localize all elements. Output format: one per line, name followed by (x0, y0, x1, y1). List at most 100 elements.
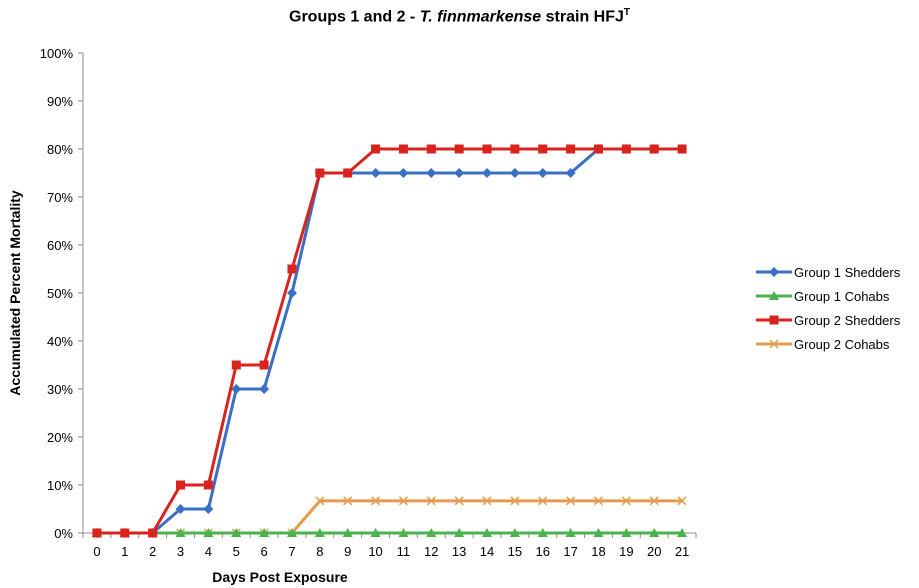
data-point-group-1-shedders (370, 168, 381, 178)
data-point-group-2-cohabs (593, 496, 604, 506)
data-point-group-2-cohabs (343, 496, 353, 506)
x-marker-stroke (454, 496, 464, 506)
x-tick-label: 19 (619, 544, 633, 559)
data-point-group-1-cohabs (203, 528, 214, 537)
x-tick-label: 17 (563, 544, 577, 559)
x-tick-label: 1 (121, 544, 128, 559)
data-point-group-1-cohabs (370, 528, 381, 537)
y-tick-label: 70% (47, 190, 73, 205)
legend-item-group-1-cohabs: Group 1 Cohabs (756, 289, 890, 304)
x-tick-label: 21 (675, 544, 689, 559)
data-point-group-1-shedders (482, 168, 493, 178)
legend: Group 1 Shedders Group 1 Cohabs Group 2 Sh… (756, 265, 901, 352)
data-point-group-1-cohabs (342, 528, 353, 537)
data-point-group-1-cohabs (593, 528, 604, 537)
data-point-group-2-shedders (315, 168, 325, 178)
data-point-group-1-shedders (426, 168, 437, 178)
legend-item-group-2-shedders: Group 2 Shedders (756, 313, 901, 328)
data-point-group-2-cohabs (482, 496, 492, 506)
data-point-group-2-shedders (92, 528, 102, 538)
data-point-group-1-shedders (231, 384, 242, 394)
data-point-group-1-cohabs (231, 528, 242, 537)
data-point-group-2-shedders (343, 168, 353, 178)
series-line-group-2-shedders (96, 147, 683, 535)
x-tick-label: 7 (288, 544, 295, 559)
data-point-group-2-cohabs (398, 496, 408, 506)
x-tick-label: 12 (424, 544, 438, 559)
series-group-1-shedders (91, 144, 688, 538)
data-point-group-1-cohabs (482, 528, 493, 537)
data-point-group-1-shedders (259, 384, 270, 394)
y-tick-label: 30% (47, 382, 73, 397)
data-point-group-1-shedders (537, 168, 548, 178)
chart-title: Groups 1 and 2 - T. finnmarkense strain … (289, 7, 630, 26)
y-tick-label: 50% (47, 286, 73, 301)
x-tick-label: 6 (260, 544, 267, 559)
x-tick-label: 14 (480, 544, 494, 559)
data-point-group-1-cohabs (454, 528, 465, 537)
x-tick-label: 9 (344, 544, 351, 559)
y-axis-label: Accumulated Percent Mortality (7, 190, 23, 396)
data-point-group-2-shedders (677, 144, 687, 154)
data-point-group-2-shedders (203, 480, 213, 490)
x-marker-stroke (398, 496, 408, 506)
axes: 0%10%20%30%40%50%60%70%80%90%100%0 1 2 3 4 5 6… (40, 46, 697, 559)
series-line-group-2-cohabs (96, 499, 683, 535)
data-point-group-2-shedders (538, 144, 548, 154)
data-point-group-1-cohabs (286, 528, 297, 537)
legend-item-group-1-shedders: Group 1 Shedders (756, 265, 901, 280)
x-tick-label: 20 (647, 544, 661, 559)
data-point-group-2-shedders (259, 360, 269, 370)
data-point-group-1-cohabs (537, 528, 548, 537)
legend-label: Group 2 Shedders (794, 313, 901, 328)
y-tick-label: 60% (47, 238, 73, 253)
data-point-group-1-shedders (454, 168, 465, 178)
legend-label: Group 2 Cohabs (794, 337, 890, 352)
data-point-group-1-cohabs (649, 528, 660, 537)
data-point-group-1-shedders (286, 288, 297, 298)
data-point-group-2-shedders (454, 144, 464, 154)
data-point-group-2-cohabs (371, 496, 381, 506)
data-point-group-1-shedders (398, 168, 409, 178)
data-point-group-2-shedders (148, 528, 158, 538)
data-point-group-2-cohabs (510, 496, 520, 506)
data-point-group-2-shedders (176, 480, 186, 490)
y-tick-label: 0% (54, 526, 73, 541)
legend-label: Group 1 Cohabs (794, 289, 890, 304)
x-tick-label: 8 (316, 544, 323, 559)
x-tick-label: 2 (149, 544, 156, 559)
data-point-group-1-shedders (565, 168, 576, 178)
data-point-group-2-shedders (621, 144, 631, 154)
x-marker-stroke (677, 496, 687, 506)
data-point-group-2-shedders (482, 144, 492, 154)
x-marker-stroke (482, 496, 492, 506)
x-marker-stroke (593, 496, 604, 506)
x-marker-stroke (769, 339, 779, 349)
y-tick-label: 10% (47, 478, 73, 493)
data-point-group-2-cohabs (315, 496, 325, 506)
y-tick-label: 80% (47, 142, 73, 157)
data-point-group-2-shedders (231, 360, 241, 370)
data-point-group-2-cohabs (454, 496, 464, 506)
y-tick-label: 20% (47, 430, 73, 445)
x-tick-label: 11 (397, 544, 411, 559)
legend-swatch-marker (769, 315, 779, 325)
data-point-group-2-cohabs (538, 496, 548, 506)
x-tick-label: 15 (508, 544, 522, 559)
legend-swatch-marker (769, 291, 779, 300)
x-tick-label: 13 (452, 544, 466, 559)
y-tick-label: 100% (40, 46, 74, 61)
legend-swatch-marker (769, 267, 779, 277)
x-tick-label: 10 (368, 544, 382, 559)
x-marker-stroke (566, 496, 576, 506)
x-axis-label: Days Post Exposure (212, 569, 348, 585)
x-marker-stroke (343, 496, 353, 506)
x-marker-stroke (538, 496, 548, 506)
data-point-group-2-cohabs (426, 496, 436, 506)
data-point-group-1-shedders (203, 504, 214, 514)
data-point-group-2-cohabs (621, 496, 631, 506)
data-point-group-2-shedders (371, 144, 381, 154)
x-tick-label: 18 (591, 544, 605, 559)
x-marker-stroke (649, 496, 659, 506)
data-point-group-2-shedders (398, 144, 408, 154)
